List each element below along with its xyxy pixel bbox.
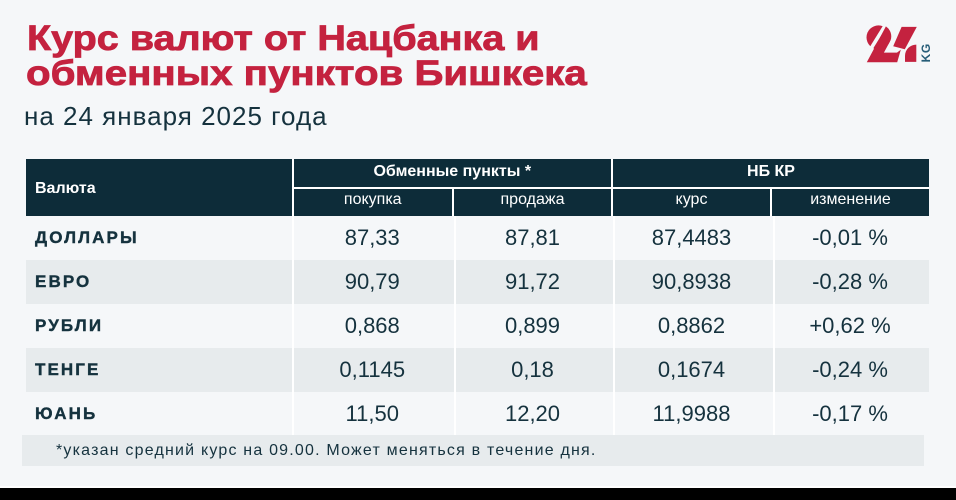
svg-text:KG: KG bbox=[919, 43, 933, 62]
